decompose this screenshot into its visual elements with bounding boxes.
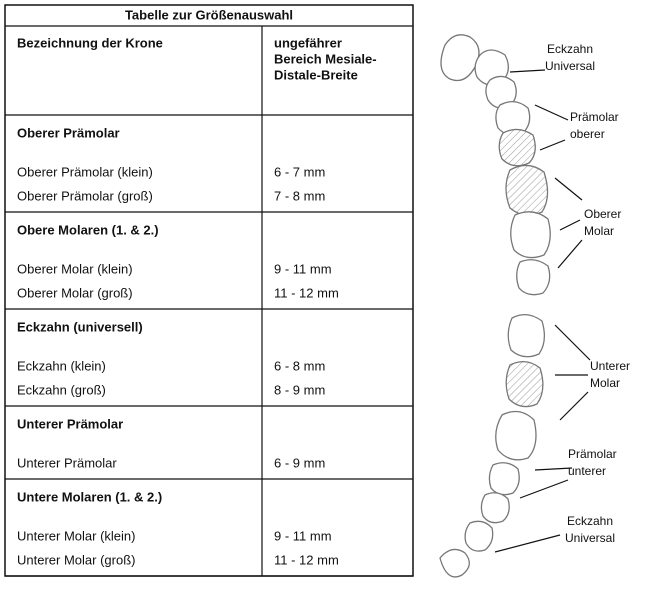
diagram-label: Eckzahn: [547, 42, 593, 56]
diagram-label: unterer: [568, 464, 606, 478]
width-range: 11 - 12 mm: [274, 552, 339, 567]
width-range: 9 - 11 mm: [274, 528, 332, 543]
width-range: 6 - 9 mm: [274, 455, 325, 470]
column-header: Distale-Breite: [274, 67, 358, 82]
width-range: 11 - 12 mm: [274, 285, 339, 300]
column-header: Bereich Mesiale-: [274, 51, 377, 66]
diagram-label: oberer: [570, 127, 605, 141]
crown-name: Oberer Molar (klein): [17, 261, 133, 276]
crown-name: Eckzahn (klein): [17, 358, 106, 373]
diagram-label: Prämolar: [568, 447, 617, 461]
group-header: Eckzahn (universell): [17, 319, 143, 334]
column-header: Bezeichnung der Krone: [17, 35, 163, 50]
width-range: 7 - 8 mm: [274, 188, 325, 203]
width-range: 6 - 7 mm: [274, 164, 325, 179]
crown-name: Eckzahn (groß): [17, 382, 106, 397]
diagram-label: Prämolar: [570, 110, 619, 124]
crown-name: Unterer Molar (groß): [17, 552, 135, 567]
size-table: Tabelle zur Größenauswahl Bezeichnung der…: [4, 4, 414, 577]
column-header: ungefährer: [274, 35, 342, 50]
crown-name: Unterer Molar (klein): [17, 528, 135, 543]
group-header: Oberer Prämolar: [17, 125, 120, 140]
diagram-label: Unterer: [590, 359, 630, 373]
tooth-diagram: Eckzahn Universal Prämolar oberer Oberer Mola…: [439, 34, 630, 578]
width-range: 9 - 11 mm: [274, 261, 332, 276]
crown-name: Oberer Prämolar (groß): [17, 188, 153, 203]
group-header: Untere Molaren (1. & 2.): [17, 489, 162, 504]
diagram-label: Molar: [590, 376, 620, 390]
diagram-label: Eckzahn: [567, 514, 613, 528]
diagram-label: Universal: [565, 531, 615, 545]
crown-name: Oberer Prämolar (klein): [17, 164, 153, 179]
group-header: Obere Molaren (1. & 2.): [17, 222, 159, 237]
diagram-label: Molar: [584, 224, 614, 238]
width-range: 6 - 8 mm: [274, 358, 325, 373]
width-range: 8 - 9 mm: [274, 382, 325, 397]
diagram-label: Universal: [545, 59, 595, 73]
table-title: Tabelle zur Größenauswahl: [125, 7, 293, 22]
group-header: Unterer Prämolar: [17, 416, 123, 431]
crown-name: Oberer Molar (groß): [17, 285, 133, 300]
diagram-label: Oberer: [584, 207, 621, 221]
table-border: [4, 4, 414, 577]
crown-name: Unterer Prämolar: [17, 455, 117, 470]
